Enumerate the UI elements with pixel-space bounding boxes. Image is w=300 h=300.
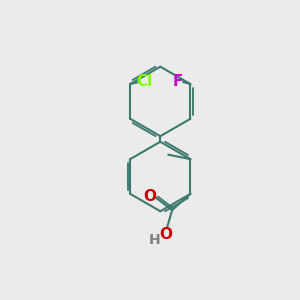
Text: O: O (159, 227, 172, 242)
Text: F: F (173, 74, 183, 88)
Text: H: H (149, 232, 160, 247)
Text: O: O (143, 189, 156, 204)
Text: Cl: Cl (136, 74, 152, 88)
